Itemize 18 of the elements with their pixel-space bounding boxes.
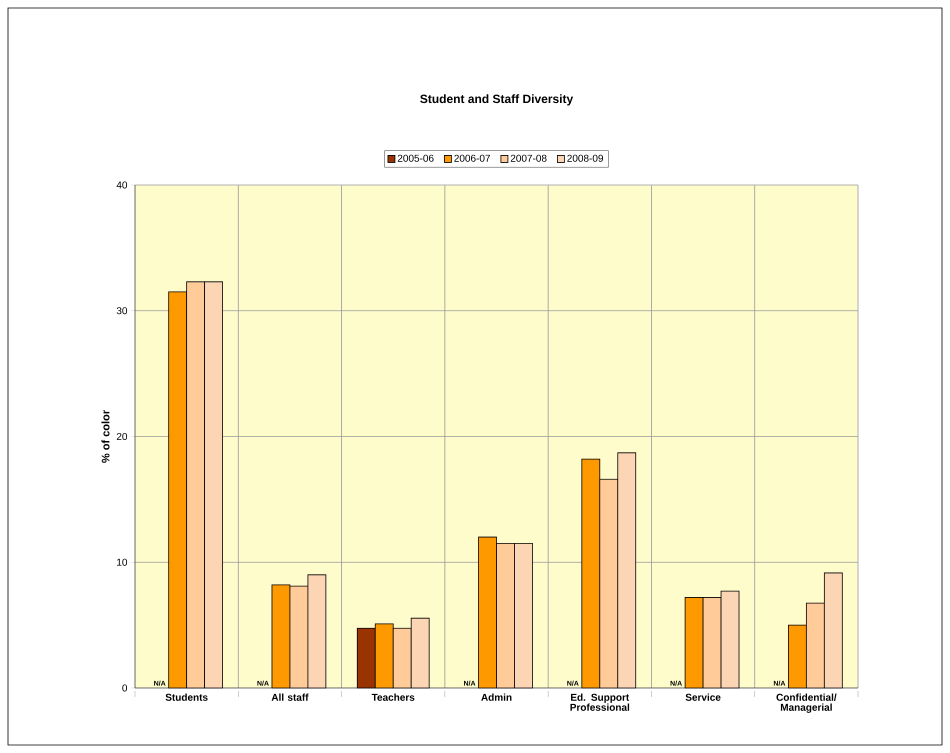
y-tick-label: 0: [122, 684, 128, 692]
x-tick-label: Teachers: [372, 694, 414, 701]
x-tick-label: Ed. Support Professional: [570, 694, 630, 711]
legend-label: 2008-09: [567, 154, 604, 162]
y-tick-label: 20: [116, 432, 128, 440]
legend-label: 2005-06: [398, 154, 434, 162]
y-tick-label: 30: [116, 307, 128, 314]
y-tick-label: 40: [116, 181, 128, 189]
x-tick-label: All staff: [272, 694, 309, 701]
legend-label: 2006-07: [454, 154, 490, 162]
y-tick-label: 10: [117, 558, 128, 566]
x-tick-label: Students: [166, 694, 208, 701]
x-tick-label: Service: [686, 694, 721, 701]
x-tick-label: Admin: [481, 694, 512, 701]
y-axis-title: % of color: [101, 410, 110, 463]
legend-label: 2007-08: [510, 154, 547, 162]
x-tick-label: Confidential/ Managerial: [776, 694, 837, 713]
chart-title: Student and Staff Diversity: [420, 94, 574, 106]
